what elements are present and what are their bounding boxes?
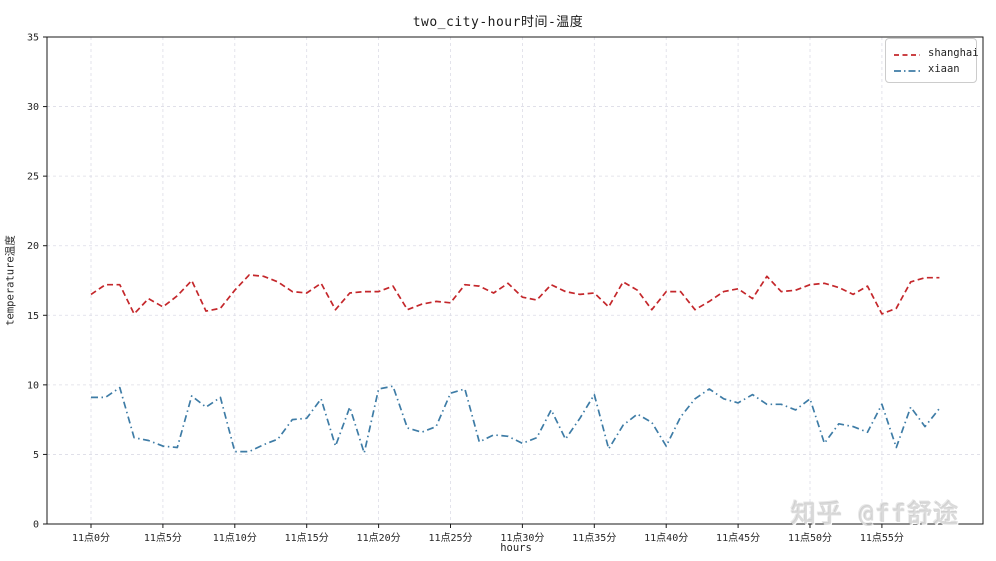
x-tick-label: 11点25分 xyxy=(428,532,472,544)
legend: shanghai xiaan xyxy=(885,38,979,83)
zhihu-watermark: 知乎 @ff舒途 xyxy=(791,499,960,528)
legend-label-xiaan: xiaan xyxy=(928,63,960,75)
y-tick-label: 5 xyxy=(33,450,39,461)
y-tick-label: 15 xyxy=(27,311,39,322)
plot-frame xyxy=(46,36,984,525)
x-tick-label: 11点0分 xyxy=(72,532,110,544)
x-tick-label: 11点10分 xyxy=(213,532,257,544)
x-tick-label: 11点35分 xyxy=(572,532,616,544)
x-tick-label: 11点15分 xyxy=(285,532,329,544)
chart-title: two_city-hour时间-温度 xyxy=(412,15,584,30)
y-tick-label: 25 xyxy=(27,172,39,183)
legend-item-xiaan: xiaan xyxy=(894,61,968,77)
y-tick-label: 20 xyxy=(27,241,39,252)
y-tick-label: 0 xyxy=(33,520,39,531)
series-line-xiaan xyxy=(91,385,941,454)
x-tick-label: 11点30分 xyxy=(500,532,544,544)
x-tick-label: 11点55分 xyxy=(860,532,904,544)
legend-label-shanghai: shanghai xyxy=(928,47,979,59)
series-line-shanghai xyxy=(90,274,940,315)
x-axis-label: hours xyxy=(500,542,532,554)
y-tick-label: 35 xyxy=(27,33,39,44)
x-tick-label: 11点5分 xyxy=(144,532,182,544)
y-tick-label: 10 xyxy=(27,380,39,391)
x-tick-label: 11点20分 xyxy=(357,532,401,544)
legend-item-shanghai: shanghai xyxy=(894,45,979,61)
x-tick-label: 11点45分 xyxy=(716,532,760,544)
y-tick-label: 30 xyxy=(27,102,39,113)
x-tick-label: 11点50分 xyxy=(788,532,832,544)
y-axis-label: temperature温度 xyxy=(4,235,17,326)
x-tick-label: 11点40分 xyxy=(644,532,688,544)
